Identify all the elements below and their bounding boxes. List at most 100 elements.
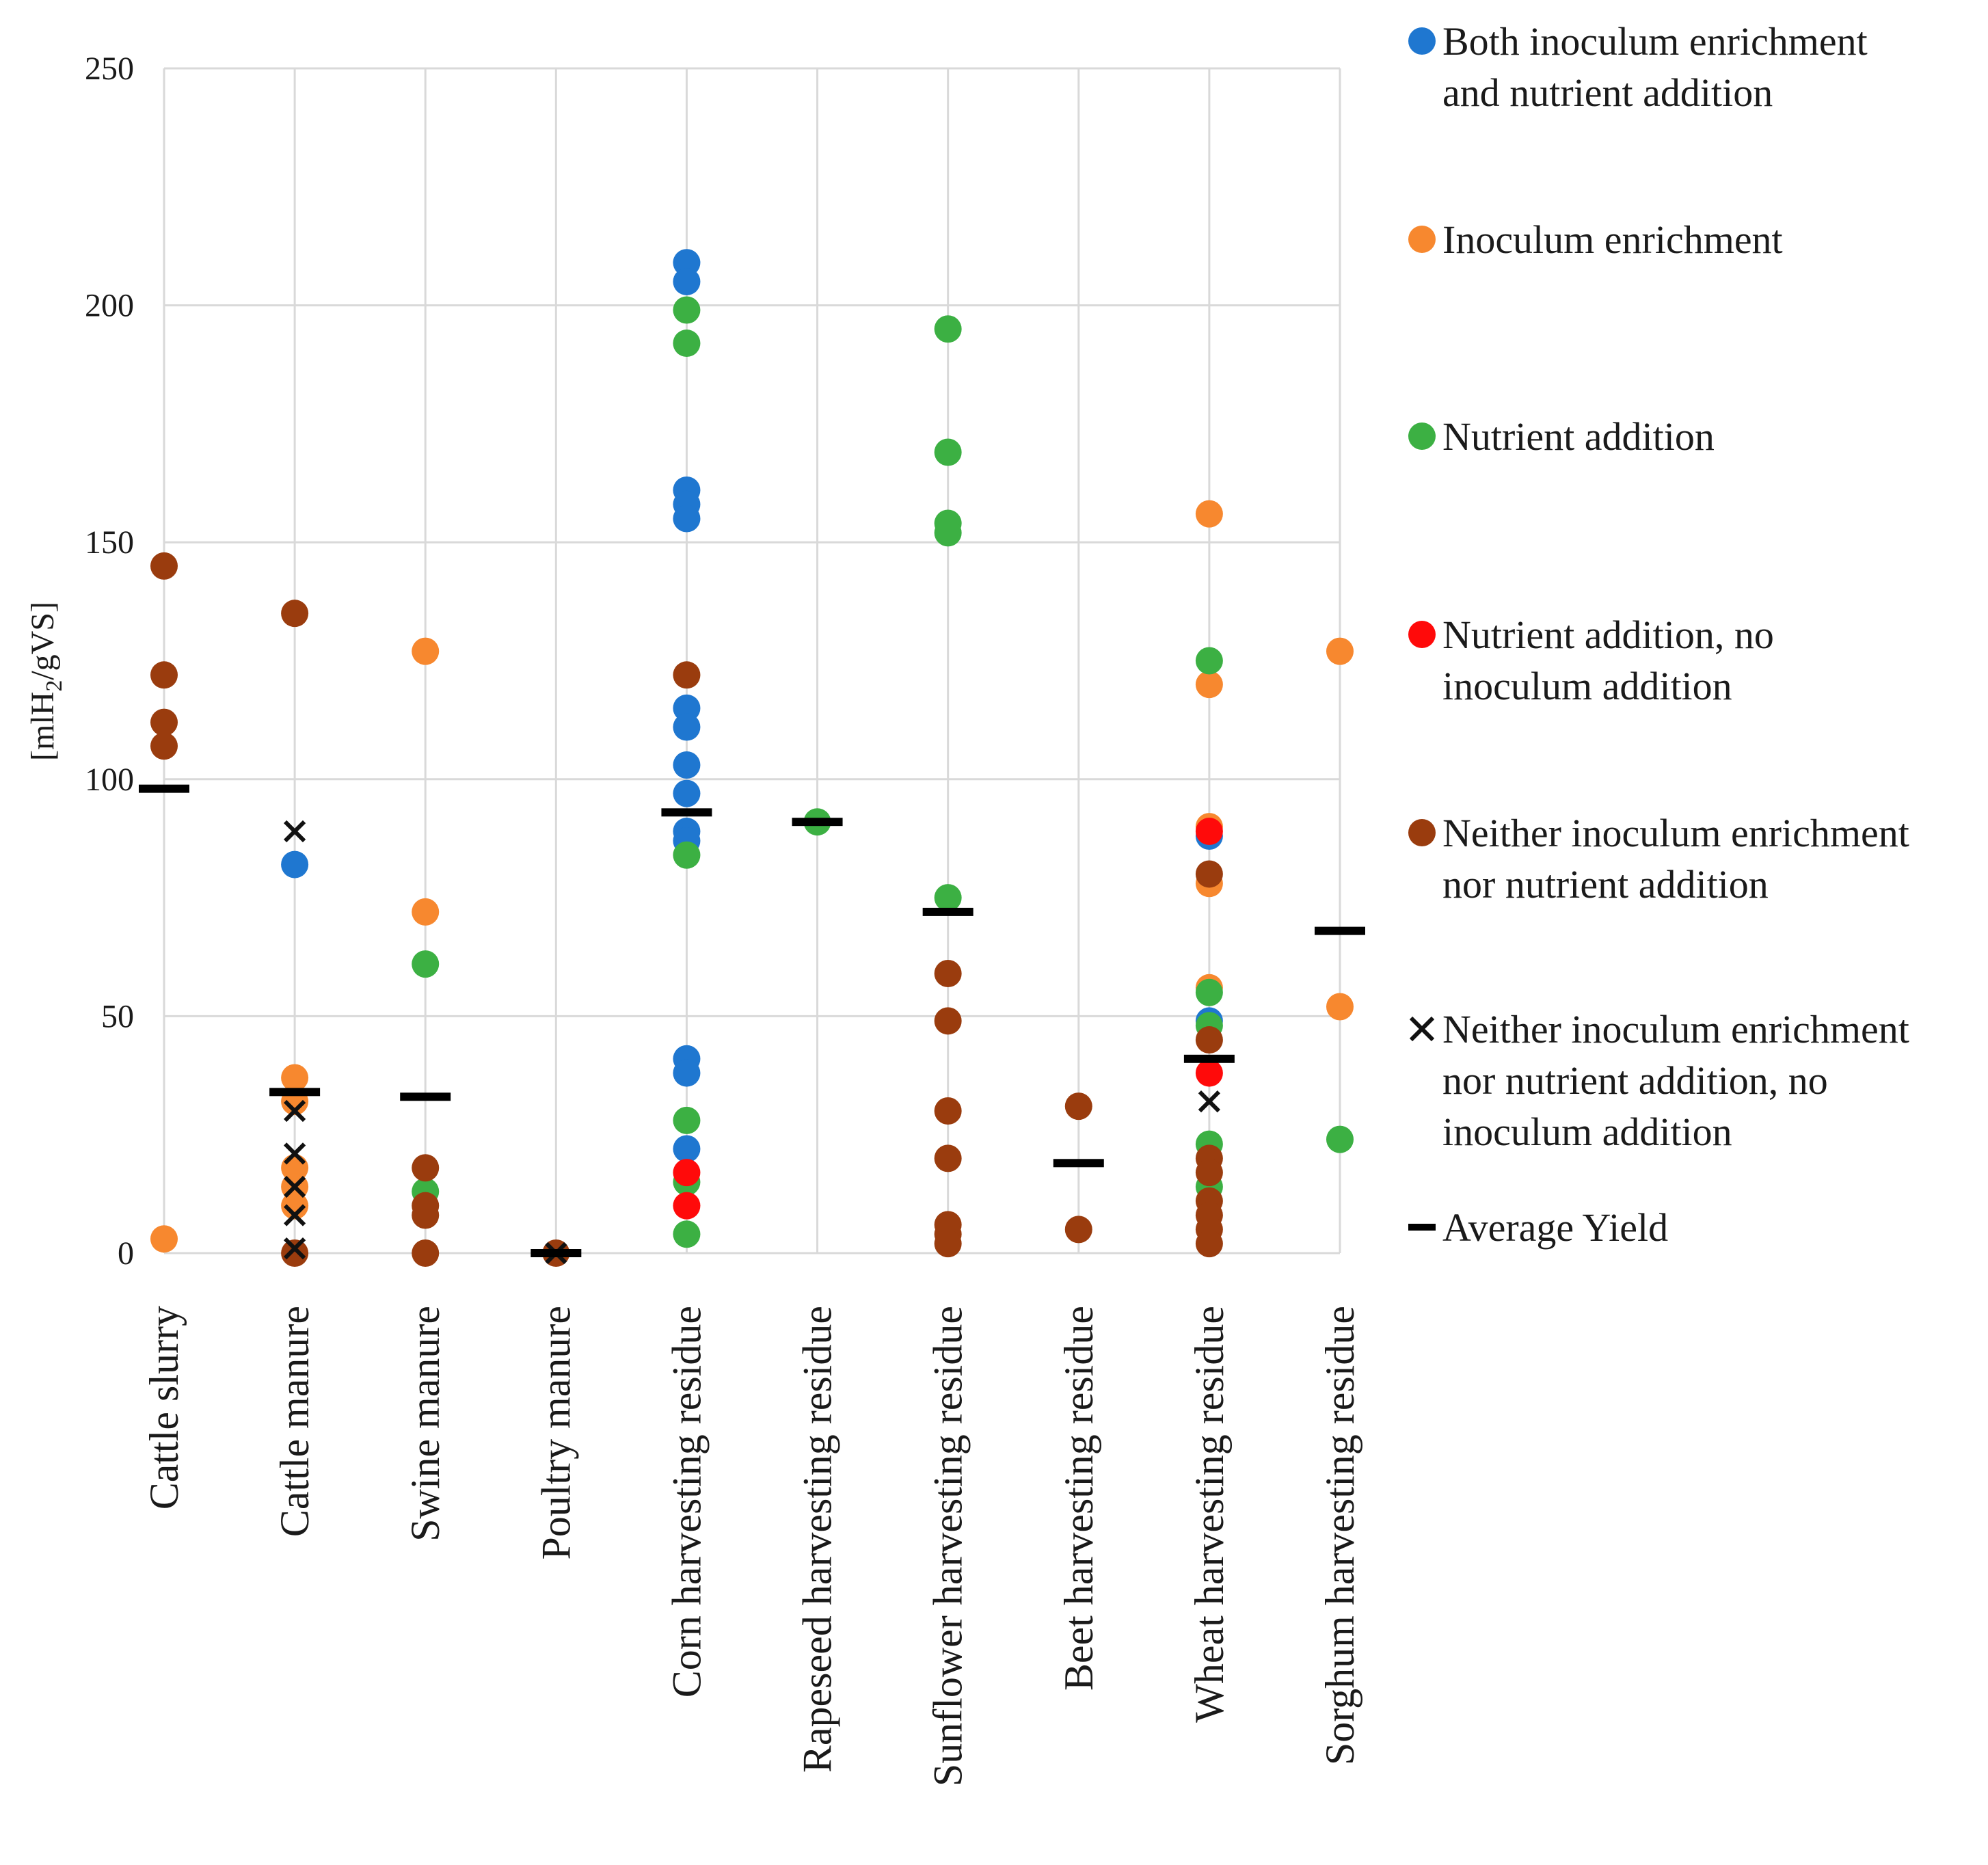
legend-marker	[1408, 422, 1436, 450]
data-point	[281, 1064, 309, 1092]
legend-entry-5: Neither inoculum enrichment nor nutrient …	[1409, 1007, 1909, 1154]
data-point	[934, 1144, 962, 1172]
series-6	[139, 784, 1365, 1257]
category-label: Sunflower harvesting residue	[926, 1306, 971, 1786]
legend-entry-4: Neither inoculum enrichment nor nutrient …	[1408, 811, 1909, 907]
legend-label: nor nutrient addition	[1442, 862, 1769, 907]
category-label: Cattle slurry	[142, 1306, 187, 1510]
data-point	[412, 1201, 440, 1229]
data-point	[150, 661, 178, 689]
data-point	[673, 267, 701, 295]
y-label-part: /gVS]	[25, 602, 61, 680]
data-point	[281, 850, 309, 878]
category-label: Swine manure	[403, 1306, 448, 1542]
legend-entry-3: Nutrient addition, no inoculum addition	[1408, 613, 1774, 708]
data-point	[281, 1239, 309, 1267]
y-axis-label: [mlH2/gVS]	[25, 602, 67, 761]
gridlines	[163, 67, 1341, 1254]
data-point-x	[283, 1237, 306, 1260]
category-label: Cattle manure	[272, 1306, 317, 1537]
average-dash	[1183, 1054, 1235, 1063]
data-point	[673, 713, 701, 741]
data-point	[1326, 993, 1354, 1021]
data-point	[1195, 1026, 1223, 1054]
legend-marker	[1408, 226, 1436, 253]
legend-marker-dash	[1408, 1224, 1436, 1231]
y-tick-label: 50	[101, 998, 134, 1034]
y-tick-label: 250	[85, 51, 134, 87]
data-point	[1195, 647, 1223, 675]
data-point	[150, 1225, 178, 1253]
data-point	[1195, 500, 1223, 528]
data-point	[1326, 1125, 1354, 1153]
data-point	[934, 884, 962, 912]
data-point	[150, 552, 178, 580]
legend: Both inoculum enrichment and nutrient add…	[1408, 19, 1909, 1250]
category-label: Poultry manure	[533, 1306, 578, 1560]
average-dash	[1053, 1159, 1104, 1168]
data-point	[1195, 1059, 1223, 1087]
data-point	[1195, 671, 1223, 699]
category-label: Beet harvesting residue	[1056, 1306, 1101, 1691]
data-point	[673, 779, 701, 807]
data-point	[1195, 1159, 1223, 1187]
data-point	[934, 1230, 962, 1258]
data-point	[934, 1097, 962, 1125]
legend-label: inoculum addition	[1442, 664, 1732, 708]
data-point	[281, 600, 309, 628]
average-dash	[530, 1249, 582, 1257]
legend-label: inoculum addition	[1442, 1110, 1732, 1154]
data-point-x	[283, 1099, 306, 1123]
legend-label: nor nutrient addition, no	[1442, 1058, 1828, 1103]
data-point-x	[283, 820, 306, 843]
y-tick-label: 150	[85, 524, 134, 561]
data-point	[673, 1159, 701, 1187]
data-point	[412, 637, 440, 665]
data-point	[1064, 1216, 1092, 1244]
category-label: Wheat harvesting residue	[1187, 1306, 1232, 1723]
data-point	[412, 1154, 440, 1182]
data-point	[673, 841, 701, 869]
legend-label: Inoculum enrichment	[1442, 217, 1783, 262]
average-dash	[792, 818, 843, 827]
category-label: Rapeseed harvesting residue	[795, 1306, 840, 1773]
data-point	[673, 661, 701, 689]
data-point	[1326, 637, 1354, 665]
data-point	[673, 1135, 701, 1163]
series-0	[281, 249, 1223, 1163]
x-axis-category-labels: Cattle slurry Cattle manure Swine manure Po…	[142, 1306, 1362, 1786]
legend-label: Average Yield	[1442, 1205, 1668, 1250]
data-point	[1195, 860, 1223, 888]
average-dash	[661, 808, 712, 817]
data-point	[1195, 1230, 1223, 1258]
data-point	[1195, 978, 1223, 1006]
data-point	[934, 519, 962, 547]
average-dash	[1315, 926, 1365, 935]
legend-entry-0: Both inoculum enrichment and nutrient add…	[1408, 19, 1868, 115]
average-dash	[269, 1088, 321, 1097]
data-point	[673, 1059, 701, 1087]
average-dash	[400, 1092, 451, 1101]
data-point	[281, 1192, 309, 1220]
data-point	[1064, 1092, 1092, 1121]
series-3	[673, 818, 1223, 1220]
legend-label: Both inoculum enrichment	[1442, 19, 1868, 64]
data-point	[673, 1220, 701, 1248]
data-point-x	[283, 1175, 306, 1198]
category-label: Sorghum harvesting residue	[1317, 1306, 1362, 1765]
data-point	[412, 950, 440, 978]
data-point-x	[283, 1204, 306, 1226]
legend-marker	[1408, 819, 1436, 846]
legend-marker	[1408, 27, 1436, 55]
average-dash	[922, 907, 973, 916]
legend-entry-2: Nutrient addition	[1408, 414, 1715, 459]
legend-label: Nutrient addition, no	[1442, 613, 1774, 657]
y-tick-label: 0	[118, 1235, 134, 1272]
y-tick-label: 100	[85, 762, 134, 798]
data-point	[412, 898, 440, 926]
data-point-x	[1198, 1090, 1221, 1113]
data-point	[150, 732, 178, 760]
legend-marker	[1408, 621, 1436, 648]
legend-marker-x	[1409, 1016, 1435, 1042]
